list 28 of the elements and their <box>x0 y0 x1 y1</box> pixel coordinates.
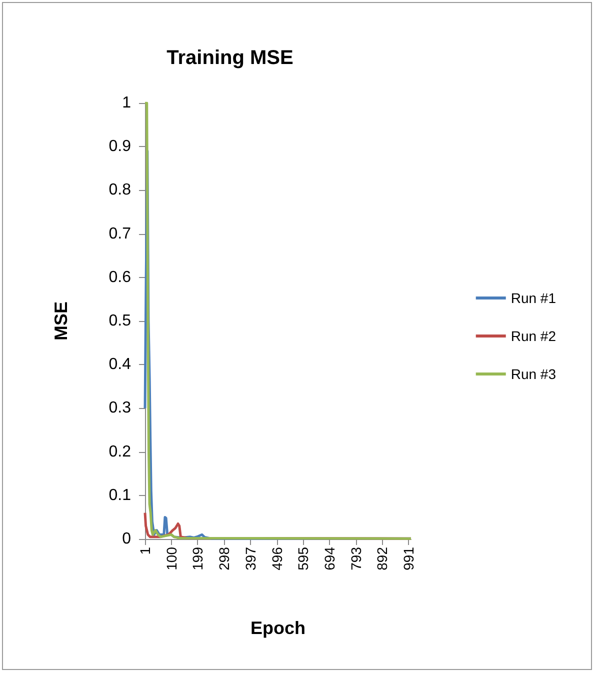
y-tick-label: 0.4 <box>108 356 132 374</box>
legend-label: Run #1 <box>510 290 556 306</box>
x-tick-label: 199 <box>190 546 206 570</box>
y-tick-label: 0.7 <box>108 225 132 242</box>
x-tick-label: 496 <box>268 546 285 570</box>
x-axis-title: Epoch <box>250 618 306 638</box>
y-tick-label: 0.2 <box>108 443 132 460</box>
y-tick-label: 0.9 <box>108 138 132 156</box>
y-tick-label: 0.6 <box>108 268 132 286</box>
x-tick-label: 793 <box>348 546 364 570</box>
y-axis-title: MSE <box>51 301 71 341</box>
x-tick-label: 1 <box>137 546 153 555</box>
y-tick-label: 0.5 <box>108 312 132 330</box>
x-tick-label: 397 <box>242 546 258 570</box>
chart-title: Training MSE <box>166 47 294 69</box>
x-tick-label: 892 <box>374 546 390 570</box>
legend-label: Run #3 <box>510 366 556 382</box>
x-tick-label: 991 <box>400 546 417 570</box>
y-tick-label: 0 <box>122 530 132 548</box>
x-tick-label: 298 <box>216 546 232 570</box>
y-tick-label: 0.3 <box>108 400 132 417</box>
x-tick-label: 100 <box>163 546 180 570</box>
y-tick-label: 0.1 <box>108 486 132 504</box>
legend-label: Run #2 <box>510 328 556 344</box>
x-tick-label: 694 <box>322 546 338 570</box>
x-tick-label: 595 <box>295 546 312 570</box>
y-tick-label: 1 <box>122 94 132 112</box>
y-tick-label: 0.8 <box>108 182 132 199</box>
